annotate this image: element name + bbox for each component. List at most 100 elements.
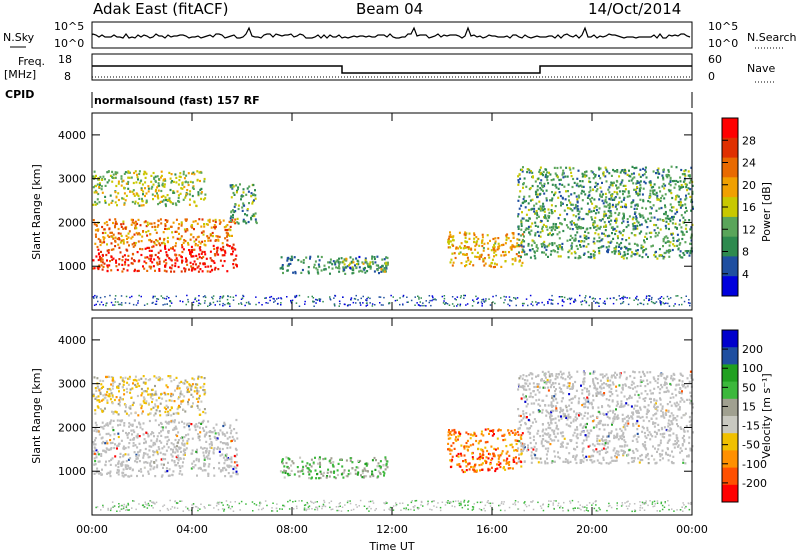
data-cell (168, 171, 171, 174)
data-cell (174, 253, 177, 257)
data-cell (101, 258, 104, 261)
data-cell (162, 457, 164, 461)
data-cell (96, 202, 99, 205)
clutter-cell (648, 299, 650, 302)
data-cell (653, 183, 656, 186)
data-cell (163, 183, 166, 186)
data-cell (167, 410, 169, 413)
data-cell (537, 177, 540, 180)
data-cell (638, 190, 641, 193)
data-cell (662, 257, 665, 260)
data-cell (168, 197, 171, 200)
data-cell (455, 246, 458, 249)
data-cell (690, 242, 693, 245)
data-cell (681, 233, 684, 236)
data-cell (602, 174, 605, 177)
data-cell (149, 267, 152, 270)
data-cell (658, 254, 661, 258)
data-cell (106, 266, 109, 269)
data-cell (613, 190, 616, 194)
data-cell (140, 404, 143, 407)
data-cell (130, 474, 133, 477)
clutter-cell (322, 300, 324, 303)
data-cell (124, 376, 127, 379)
clutter-cell (166, 303, 168, 305)
clutter-cell (527, 304, 529, 307)
data-cell (329, 272, 331, 275)
data-cell (645, 221, 648, 224)
data-cell (104, 450, 107, 453)
data-cell (616, 191, 618, 194)
data-cell (221, 264, 224, 267)
data-cell (663, 168, 665, 171)
data-cell (451, 429, 454, 432)
data-cell (620, 247, 622, 250)
data-cell (187, 241, 189, 245)
data-cell (481, 457, 484, 460)
data-cell (307, 266, 310, 269)
data-cell (522, 201, 525, 204)
data-cell (94, 443, 97, 446)
data-cell (317, 462, 319, 465)
data-cell (680, 373, 683, 376)
data-cell (202, 233, 205, 236)
data-cell (159, 176, 162, 179)
data-cell (158, 260, 161, 263)
data-cell (144, 461, 147, 464)
clutter-cell (645, 295, 648, 297)
data-cell (576, 198, 579, 201)
data-cell (606, 250, 608, 253)
data-cell (578, 397, 581, 400)
data-cell (575, 195, 578, 198)
clutter-cell (550, 299, 552, 301)
clutter-cell (269, 296, 271, 299)
data-cell (160, 174, 163, 177)
beam-title: Beam 04 (356, 0, 423, 18)
data-cell (231, 187, 234, 190)
data-cell (217, 238, 220, 241)
data-cell (487, 457, 490, 460)
data-cell (187, 181, 190, 184)
data-cell (165, 198, 167, 202)
clutter-cell (410, 299, 413, 302)
data-cell (180, 187, 183, 190)
data-cell (168, 468, 171, 471)
data-cell (103, 222, 106, 225)
data-cell (212, 219, 215, 222)
data-cell (662, 219, 665, 222)
data-cell (639, 180, 642, 183)
clutter-cell (648, 298, 650, 300)
data-cell (450, 444, 453, 447)
data-cell (205, 447, 208, 450)
data-cell (230, 465, 233, 468)
data-cell (108, 472, 111, 475)
data-cell (310, 458, 313, 461)
data-cell (202, 230, 205, 233)
data-cell (112, 411, 115, 414)
data-cell (550, 209, 553, 212)
data-cell (531, 171, 534, 174)
data-cell (111, 457, 114, 460)
data-cell (660, 409, 663, 412)
data-cell (123, 393, 126, 396)
clutter-cell (640, 302, 643, 305)
data-cell (518, 195, 521, 198)
data-cell (365, 260, 368, 263)
data-cell (230, 215, 233, 218)
data-cell (185, 174, 188, 177)
data-cell (342, 471, 345, 474)
data-cell (598, 174, 600, 177)
data-cell (376, 465, 379, 468)
data-cell (134, 202, 137, 205)
data-cell (163, 391, 166, 394)
data-cell (541, 205, 544, 208)
data-cell (520, 204, 523, 207)
clutter-cell (175, 295, 177, 298)
data-cell (476, 240, 479, 243)
clutter-cell (369, 297, 371, 300)
data-cell (466, 439, 469, 442)
data-cell (631, 165, 634, 168)
data-cell (128, 425, 131, 428)
data-cell (229, 446, 232, 449)
clutter-cell (194, 297, 197, 299)
